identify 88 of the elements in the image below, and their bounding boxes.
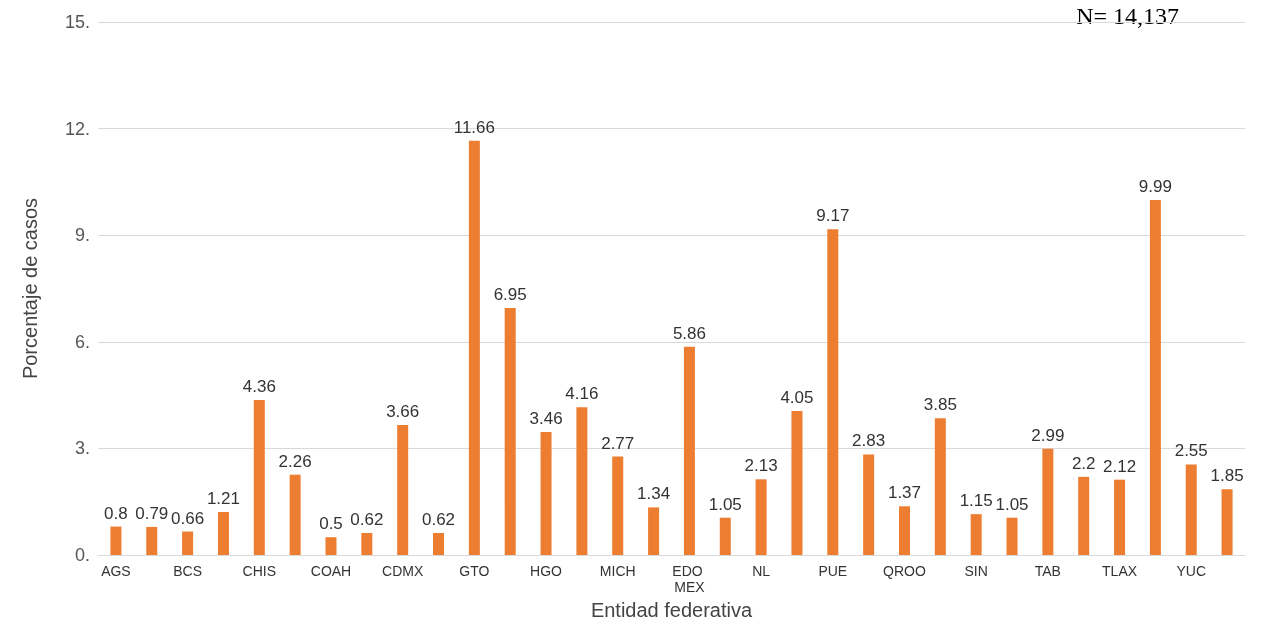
bar: [182, 531, 194, 555]
y-tick-label: 3.: [74, 438, 90, 459]
bar: [1149, 200, 1161, 555]
data-label: 6.95: [493, 285, 527, 305]
y-tick-label: 9.: [74, 225, 90, 246]
bar: [898, 506, 910, 555]
bar: [576, 407, 588, 555]
x-tick-label: GTO: [459, 563, 490, 579]
data-label: 9.17: [816, 206, 850, 226]
bar: [791, 411, 803, 555]
data-label: 0.66: [171, 508, 205, 528]
bar: [1185, 464, 1197, 555]
data-label: 1.34: [637, 484, 671, 504]
bar: [719, 517, 731, 555]
x-tick-label: PUE: [818, 563, 848, 579]
x-tick-label: MICH: [599, 563, 636, 579]
data-label: 2.83: [852, 431, 886, 451]
data-label: 1.21: [206, 489, 240, 508]
data-label: 3.46: [529, 409, 563, 429]
data-label: 1.15: [959, 491, 993, 511]
bar: [648, 507, 660, 555]
bar: [325, 537, 337, 555]
y-tick-label: 12.: [64, 118, 90, 139]
data-label: 0.8: [104, 503, 128, 523]
bar: [217, 512, 229, 555]
bar: [504, 308, 516, 555]
y-tick-label: 0.: [74, 545, 90, 565]
data-label: 2.26: [278, 451, 312, 471]
bar: [146, 526, 158, 555]
bar: [1006, 517, 1018, 555]
data-label: 1.05: [995, 494, 1029, 514]
y-tick-label: 6.: [74, 331, 90, 352]
x-axis-title: Entidad federativa: [590, 598, 753, 621]
bar: [1221, 489, 1233, 555]
y-tick-label: 15.: [64, 12, 90, 32]
bar: [827, 229, 839, 555]
x-tick-label: AGS: [101, 563, 131, 579]
data-label: 0.62: [421, 509, 456, 529]
x-tick-label: NL: [752, 563, 771, 579]
x-tick-label: SIN: [964, 563, 988, 579]
bar: [361, 532, 373, 555]
bar: [253, 400, 265, 555]
bar: [755, 479, 767, 555]
x-tick-label: CHIS: [242, 563, 277, 579]
x-tick-label: TAB: [1034, 563, 1061, 579]
data-label: 5.86: [672, 323, 706, 343]
data-label: 1.85: [1210, 466, 1244, 486]
data-label: 4.36: [242, 377, 276, 397]
data-label: 2.77: [601, 433, 635, 453]
data-label: 1.05: [708, 494, 742, 514]
data-label: 9.99: [1138, 177, 1172, 197]
bar: [468, 140, 480, 555]
bar: [1114, 479, 1126, 555]
x-tick-label: CDMX: [382, 563, 424, 579]
x-tick-label: YUC: [1176, 563, 1207, 579]
data-label: 2.12: [1103, 456, 1137, 476]
bar: [110, 526, 122, 555]
bar: [1042, 448, 1054, 555]
data-label: 3.85: [923, 395, 957, 415]
bar: [970, 514, 982, 555]
bar: [863, 454, 875, 555]
data-label: 2.2: [1071, 453, 1096, 473]
x-tick-label: QROO: [883, 563, 926, 579]
bar: [683, 346, 695, 555]
data-label: 4.16: [565, 384, 599, 404]
data-label: 11.66: [453, 117, 495, 137]
bar: [934, 418, 946, 555]
data-label: 3.66: [386, 401, 420, 421]
bar: [612, 456, 624, 555]
data-label: 4.05: [780, 388, 814, 408]
bar: [540, 432, 552, 555]
data-label: 2.13: [744, 456, 778, 476]
x-tick-label: COAH: [310, 563, 352, 579]
data-label: 0.62: [350, 509, 384, 529]
data-label: 2.55: [1174, 441, 1208, 461]
x-tick-label: HGO: [530, 563, 563, 579]
x-tick-label: EDO MEX: [672, 563, 707, 595]
bar: [433, 532, 445, 555]
data-label: 1.37: [887, 483, 922, 503]
x-tick-label: BCS: [173, 563, 203, 579]
data-label: 0.79: [135, 503, 169, 523]
bar: [1078, 476, 1090, 555]
data-label: 0.5: [319, 514, 343, 534]
bar: [289, 474, 301, 555]
x-tick-label: TLAX: [1102, 563, 1138, 579]
bar: [397, 424, 409, 555]
data-label: 2.99: [1031, 425, 1065, 445]
y-axis-title: Porcentaje de casos: [19, 197, 41, 380]
